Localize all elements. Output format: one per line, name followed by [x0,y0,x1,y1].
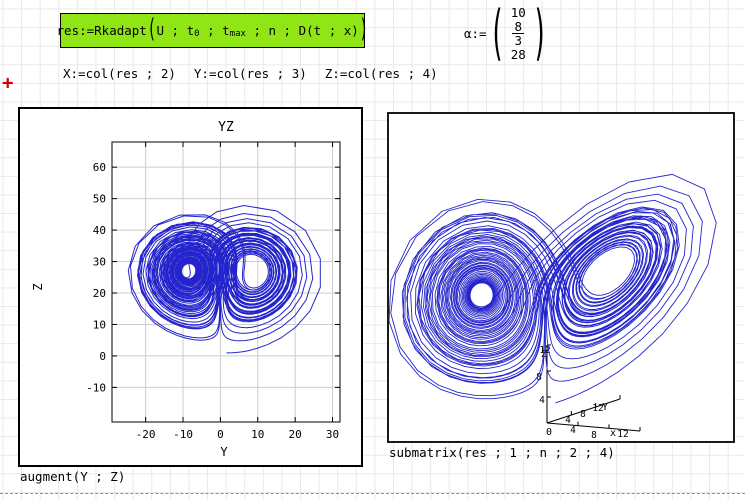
fraction-numerator: 8 [514,19,522,34]
column-definitions: X:=col(res ; 2) Y:=col(res ; 3) Z:=col(r… [63,66,438,81]
formula-arg1: U ; t [156,23,195,38]
x-axis-label: Y [220,445,228,459]
y-tick-label: 8 [580,409,586,420]
formula-arg4: (t ; x) [306,23,359,38]
y-tick-label: 30 [93,256,106,269]
origin-label: 0 [546,427,552,438]
y-tick-label: -10 [86,381,106,394]
3d-plot-region[interactable]: 0 4 8 12 x 4 8 12 Y 4 8 12 Z [387,112,735,443]
alpha-value-1: 10 [510,5,526,20]
definition-x[interactable]: X:=col(res ; 2) [63,66,176,81]
alpha-vector-region[interactable]: α:=( 10 8 3 28 ) [464,2,550,64]
z-tick-label: 8 [536,372,542,383]
vector-open-paren: ( [489,0,505,68]
alpha-value-2-fraction: 8 3 [512,20,524,47]
definition-z[interactable]: Z:=col(res ; 4) [324,66,438,81]
alpha-value-3: 28 [510,47,526,63]
formula-lhs: res:=Rkadapt [56,23,147,38]
x-axis-label: x [610,428,616,439]
page-break-line [0,493,745,494]
y-tick-label: 12 [592,403,603,414]
vector-close-paren: ) [532,0,548,68]
subscript-max: max [229,28,246,39]
y-tick-label: 0 [99,350,106,363]
plot-frame [111,141,341,423]
plot-title: YZ [218,120,234,135]
y-tick-label: 60 [93,161,106,174]
y-axis-line [546,398,621,424]
y-tick-label: 4 [565,415,571,426]
x-tick-label: 10 [251,428,264,441]
alpha-lhs: α:= [464,25,487,41]
x-tick-label: -10 [173,428,193,441]
y-axis-label: Z [31,283,45,290]
augment-expression[interactable]: augment(Y ; Z) [20,469,126,484]
x-tick-label: 12 [617,429,628,440]
y-tick-label: 20 [93,287,106,300]
x-tick-label: 8 [591,430,597,441]
definition-y[interactable]: Y:=col(res ; 3) [193,66,307,81]
x-axis-line [546,422,641,432]
fraction-denominator: 3 [512,33,524,49]
x-tick-label: 4 [570,425,576,436]
yz-plot-region[interactable]: YZ -20 -10 0 10 20 30 60 50 40 30 20 10 0 -10 Y Z [18,107,363,468]
x-tick-label: 20 [289,428,302,441]
y-tick-label: 50 [93,193,106,206]
close-paren: ) [359,13,368,44]
y-tick-label: 40 [93,224,106,237]
formula-arg3: ; n ; D [245,23,307,38]
lorenz-trace-3d [389,173,717,404]
y-axis-label: Y [602,402,608,413]
submatrix-expression[interactable]: submatrix(res ; 1 ; n ; 2 ; 4) [389,445,615,460]
subscript-0: 0 [194,28,200,39]
crosshair-cursor-icon: + [2,72,14,94]
open-paren: ( [147,13,156,44]
x-tick-label: 30 [326,428,339,441]
lorenz-trace-yz [127,204,321,354]
x-tick-label: 0 [217,428,224,441]
alpha-vector-values: 10 8 3 28 [507,4,530,62]
y-tick-label: 10 [93,318,106,331]
formula-arg2: ; t [199,23,230,38]
x-tick-label: -20 [136,428,156,441]
z-tick-label: 12 [539,345,550,356]
z-tick-label: 4 [539,395,545,406]
